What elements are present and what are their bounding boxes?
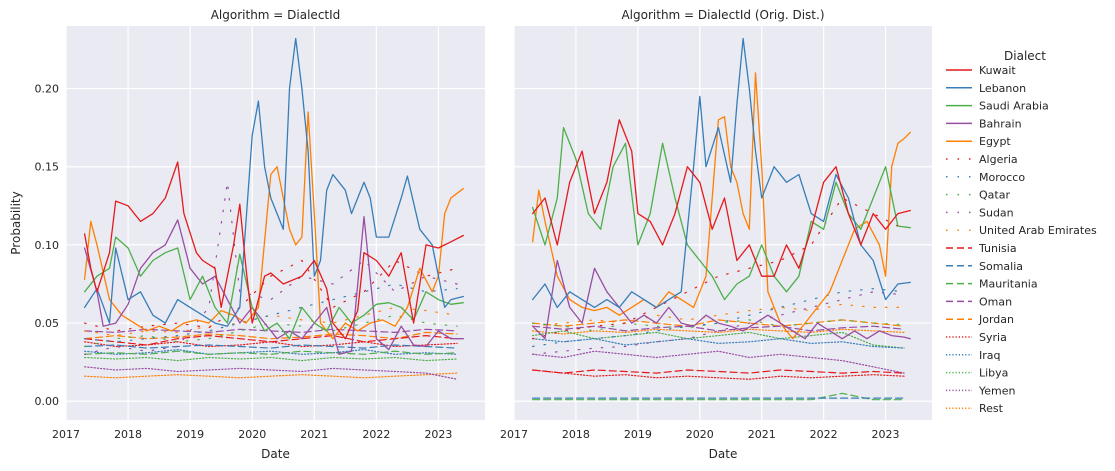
panel-title: Algorithm = DialectId [211,8,341,22]
legend-label: United Arab Emirates [979,224,1097,237]
x-axis-label: Date [261,447,290,461]
series-line-somalia [83,344,458,349]
y-tick-label: 0.00 [35,395,60,408]
series-line-sudan [83,181,458,355]
series-line-yemen [83,366,458,380]
series-line-bahrain [83,216,464,355]
legend-label: Iraq [979,349,1001,362]
panel-title: Algorithm = DialectId (Orig. Dist.) [621,8,824,22]
y-tick-label: 0.20 [35,83,60,96]
x-tick-label: 2020 [238,428,266,441]
legend-label: Algeria [979,153,1018,166]
legend-label: Kuwait [979,64,1016,77]
legend-label: Lebanon [979,82,1026,95]
series-group [531,37,911,401]
x-tick-label: 2021 [748,428,776,441]
legend-label: Rest [979,402,1004,415]
series-line-iraq [83,349,458,355]
x-tick-label: 2017 [52,428,80,441]
legend-label: Qatar [979,189,1010,202]
x-tick-label: 2022 [810,428,838,441]
legend-label: Bahrain [979,117,1022,130]
series-line-bahrain [531,259,911,340]
series-line-kuwait [531,119,911,277]
series-line-kuwait [83,161,464,340]
legend-label: Saudi Arabia [979,100,1049,113]
series-line-mauritania [531,392,905,401]
series-line-egypt [83,111,464,340]
plot-background [514,26,932,420]
series-line-tunisia [531,369,905,374]
series-line-saudi-arabia [83,236,464,340]
y-tick-label: 0.15 [35,161,60,174]
series-line-mauritania [83,350,458,355]
x-tick-label: 2018 [114,428,142,441]
legend-title: Dialect [1004,49,1046,63]
x-tick-label: 2021 [300,428,328,441]
series-line-jordan [531,319,905,327]
legend-label: Syria [979,331,1007,344]
legend-label: Somalia [979,260,1023,273]
y-tick-label: 0.05 [35,317,60,330]
series-line-lebanon [83,37,464,327]
x-tick-label: 2019 [176,428,204,441]
series-line-oman [531,325,905,332]
series-line-yemen [531,350,905,374]
x-tick-label: 2019 [624,428,652,441]
series-line-rest [83,372,458,379]
x-tick-label: 2023 [872,428,900,441]
y-axis-label: Probability [9,191,23,254]
series-line-libya [83,356,458,362]
legend-label: Libya [979,367,1008,380]
series-line-libya [531,330,905,349]
y-tick-label: 0.10 [35,239,60,252]
plot-background [66,26,485,420]
legend-label: Mauritania [979,278,1038,291]
legend-label: Morocco [979,171,1025,184]
series-line-iraq [531,338,905,349]
x-tick-label: 2022 [362,428,390,441]
x-axis-label: Date [709,447,738,461]
legend-label: Sudan [979,206,1014,219]
series-line-rest [531,328,905,335]
chart-panel-1: 2017 2018 2019 2020 2021 2022 2023 0.00 0.05 0.10… [9,8,485,461]
series-line-saudi-arabia [531,126,911,301]
series-line-syria [531,369,905,380]
legend-label: Yemen [978,384,1016,397]
legend-label: Oman [979,295,1012,308]
series-line-algeria [83,259,458,332]
x-tick-label: 2018 [562,428,590,441]
chart-panel-2: 2017 2018 2019 2020 2021 2022 2023 Algorithm = … [500,8,932,461]
x-tick-label: 2017 [500,428,528,441]
x-tick-label: 2023 [424,428,452,441]
legend-label: Tunisia [978,242,1017,255]
x-tick-label: 2020 [686,428,714,441]
series-group [83,37,464,380]
legend-label: Egypt [979,135,1011,148]
legend-label: Jordan [978,313,1014,326]
